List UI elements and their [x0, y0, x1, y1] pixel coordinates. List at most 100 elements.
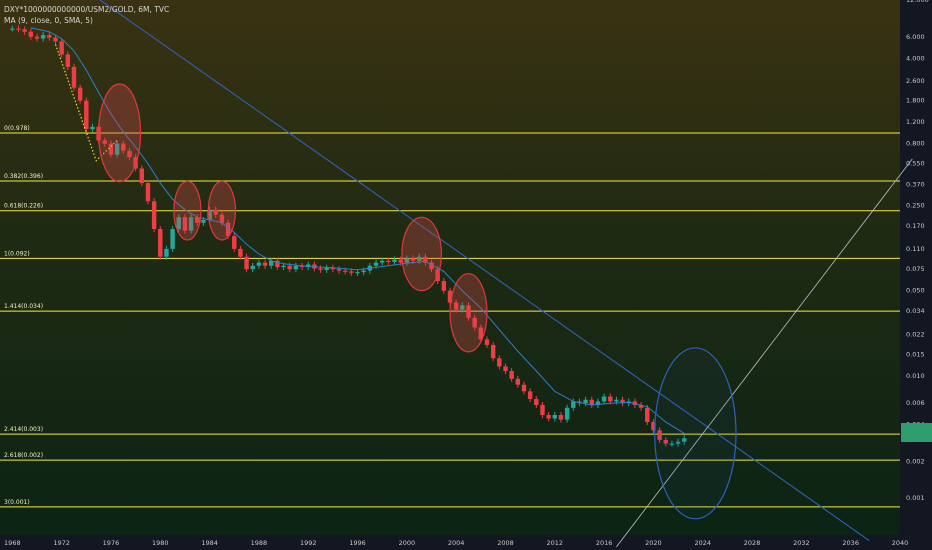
candle-body [164, 248, 169, 257]
price-axis-tick-label: 1.800 [906, 97, 925, 105]
candle-body [195, 217, 200, 223]
candle-body [77, 87, 83, 101]
highlight-circle-red [449, 273, 488, 353]
price-axis-tick-label: 0.110 [906, 245, 925, 253]
price-axis-tick-label: 0.022 [906, 330, 925, 338]
candle-body [552, 415, 558, 419]
candle-body [40, 35, 46, 39]
fib-level-label: 2.618(0.002) [4, 452, 43, 459]
price-axis-tick-label: 0.550 [906, 160, 925, 168]
dotted-path-line [54, 44, 118, 162]
candle-body [336, 269, 342, 271]
candle-body [213, 209, 218, 215]
candle-body [28, 31, 34, 37]
candle-body [114, 143, 120, 155]
candle-body [546, 415, 551, 419]
candle-body [188, 217, 194, 231]
candle-body [645, 407, 650, 423]
time-axis-tick-label: 1996 [349, 539, 366, 547]
candle-body [589, 399, 594, 405]
candle-body [657, 430, 662, 440]
candle-body [139, 168, 144, 184]
candle-body [342, 270, 348, 272]
candle-body [22, 29, 27, 32]
candle-body [571, 401, 576, 408]
time-axis-tick-label: 1992 [300, 539, 317, 547]
candle-body [47, 35, 52, 38]
candle-body [503, 366, 508, 372]
candle-body [238, 248, 243, 257]
candle-body [527, 391, 533, 399]
candle-body [614, 399, 619, 402]
candle-body [16, 28, 21, 30]
candle-body [682, 438, 687, 442]
highlight-circle-red [401, 216, 442, 292]
candle-body [287, 265, 292, 270]
candle-body [225, 222, 231, 237]
candle-body [447, 290, 453, 303]
candle-body [484, 339, 490, 345]
candle-body [182, 217, 188, 231]
candle-body [453, 302, 459, 310]
time-axis-background [0, 535, 932, 550]
candle-body [423, 256, 428, 263]
candle-body [564, 407, 570, 420]
price-axis-tick-label: 0.001 [906, 494, 925, 502]
candle-body [170, 229, 175, 249]
price-axis-tick-label: 0.015 [906, 351, 925, 359]
candle-body [53, 37, 58, 42]
symbol-title[interactable]: DXY*1000000000000/USM2/GOLD, 6M, TVC [4, 5, 170, 14]
indicator-label[interactable]: MA (9, close, 0, SMA, 5) [4, 16, 93, 25]
price-axis-tick-label: 0.034 [906, 307, 925, 315]
candle-body [10, 28, 15, 30]
candle-body [275, 260, 280, 268]
candle-body [34, 36, 40, 39]
price-axis-tick-label: 4.000 [906, 54, 925, 62]
candle-body [269, 260, 274, 266]
candle-body [250, 265, 255, 270]
candle-body [651, 422, 656, 431]
candle-body [65, 54, 71, 67]
price-axis-tick-label: 0.170 [906, 222, 925, 230]
current-price-marker [901, 423, 932, 442]
time-axis-tick-label: 1988 [251, 539, 268, 547]
candle-body [318, 268, 323, 270]
candle-body [201, 219, 206, 223]
candle-body [121, 143, 126, 151]
price-axis-tick-label: 0.250 [906, 201, 925, 209]
candle-body [638, 404, 644, 408]
candle-body [601, 396, 607, 402]
candle-body [466, 305, 471, 318]
fib-level-label: 3(0.001) [4, 499, 30, 506]
price-axis-background [900, 0, 932, 550]
highlight-circle-red [207, 180, 237, 241]
candle-body [515, 378, 521, 385]
trend-line [616, 158, 913, 548]
candle-body [497, 358, 502, 367]
highlight-circle-blue [654, 347, 737, 520]
candle-body [207, 209, 212, 220]
candle-body [509, 371, 514, 379]
time-axis-tick-label: 1984 [201, 539, 218, 547]
candle-body [219, 214, 225, 223]
candle-body [281, 265, 286, 268]
candle-body [90, 126, 95, 130]
price-axis-tick-label: 0.002 [906, 457, 925, 465]
candle-body [151, 201, 157, 230]
fib-level-label: 1.414(0.034) [4, 303, 43, 310]
time-axis-tick-label: 2016 [596, 539, 613, 547]
candle-body [398, 259, 403, 263]
fib-level-label: 0(0.978) [4, 125, 30, 132]
time-axis-tick-label: 2004 [448, 539, 465, 547]
time-axis-tick-label: 1976 [103, 539, 120, 547]
candle-body [102, 140, 108, 144]
price-axis-tick-label: 0.050 [906, 287, 925, 295]
candle-body [460, 305, 465, 310]
price-axis-tick-label: 0.010 [906, 372, 925, 380]
candle-body [675, 441, 681, 444]
candle-body [490, 344, 496, 359]
candle-body [232, 236, 237, 249]
candle-body [256, 262, 262, 266]
